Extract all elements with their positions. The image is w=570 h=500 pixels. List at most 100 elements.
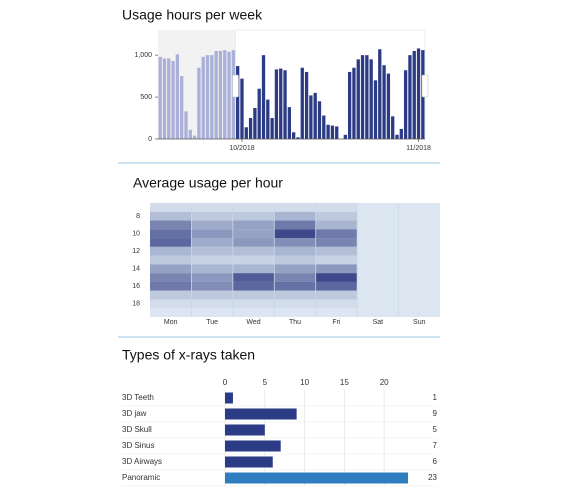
heatmap-cell <box>191 290 233 300</box>
bar <box>395 134 399 139</box>
bar <box>382 65 386 139</box>
heatmap-cell <box>191 308 233 317</box>
value-label: 5 <box>433 425 438 434</box>
bar <box>162 58 167 139</box>
bar <box>399 128 403 139</box>
bar <box>335 126 339 139</box>
bar <box>225 392 233 404</box>
heatmap-cell <box>232 273 275 282</box>
heatmap-cell <box>398 203 440 212</box>
heatmap-cell <box>357 264 399 274</box>
heatmap-cell <box>191 229 233 239</box>
bar <box>167 58 171 139</box>
y-tick-label: 500 <box>140 94 152 101</box>
heatmap-cell <box>191 281 233 291</box>
heatmap-cell <box>274 290 316 300</box>
bar <box>373 80 378 139</box>
bar <box>266 99 270 139</box>
heatmap-cell <box>315 211 358 221</box>
heatmap-cell <box>315 203 358 212</box>
bar <box>210 55 214 139</box>
heatmap-cell <box>315 246 358 256</box>
bar <box>347 71 352 139</box>
y-tick-label: 14 <box>132 266 140 273</box>
category-label: 3D jaw <box>122 409 147 418</box>
heatmap-cell <box>150 264 192 274</box>
heatmap-cell <box>191 238 233 247</box>
heatmap-cell <box>150 299 192 309</box>
bar <box>158 56 162 140</box>
y-tick-label: 10 <box>132 231 140 238</box>
value-label: 23 <box>428 473 437 482</box>
bar <box>300 67 304 139</box>
heatmap-cell <box>191 203 233 212</box>
bar <box>304 71 309 139</box>
value-label: 6 <box>433 457 438 466</box>
heatmap-cell <box>232 229 275 239</box>
x-tick-label: 11/2018 <box>406 145 431 152</box>
category-label: 3D Sinus <box>122 441 154 450</box>
x-tick-label: Sat <box>373 319 384 326</box>
bar <box>309 95 313 139</box>
heatmap-cell <box>232 238 275 247</box>
heatmap-cell <box>315 281 358 291</box>
y-tick-label: 16 <box>132 283 140 290</box>
heatmap-cell <box>150 238 192 247</box>
heatmap-cell <box>398 281 440 291</box>
heatmap-cell <box>191 273 233 282</box>
bar <box>270 118 274 139</box>
bar <box>274 69 279 139</box>
heatmap-cell <box>357 281 399 291</box>
heatmap-cell <box>274 308 316 317</box>
bar <box>188 129 192 139</box>
x-tick-label: Thu <box>289 319 301 326</box>
heatmap-cell <box>357 203 399 212</box>
y-tick-label: 18 <box>132 301 140 308</box>
heatmap-cell <box>274 273 316 282</box>
heatmap-cell <box>315 308 358 317</box>
heatmap-cell <box>357 211 399 221</box>
heatmap-cell <box>315 299 358 309</box>
y-tick-label: 1,000 <box>134 52 152 59</box>
heatmap-cell <box>150 273 192 282</box>
bar <box>360 55 365 139</box>
heatmap-cell <box>274 281 316 291</box>
y-tick-label: 12 <box>132 248 140 255</box>
heatmap-cell <box>357 273 399 282</box>
bar <box>214 50 218 139</box>
heatmap-cell <box>357 229 399 239</box>
bar <box>412 50 416 139</box>
bar <box>248 118 253 139</box>
bar <box>225 456 273 468</box>
heatmap-cell <box>315 229 358 239</box>
chart-title: Usage hours per week <box>122 7 263 23</box>
bar <box>408 55 412 139</box>
heatmap-cell <box>357 290 399 300</box>
x-tick-label: 15 <box>340 378 349 387</box>
bar <box>317 101 322 139</box>
category-label: 3D Skull <box>122 425 152 434</box>
heatmap-cell <box>191 246 233 256</box>
category-label: 3D Teeth <box>122 393 154 402</box>
bar <box>175 54 180 139</box>
x-tick-label: 5 <box>263 378 268 387</box>
bar <box>240 78 244 139</box>
bar <box>225 472 409 484</box>
heatmap-cell <box>150 220 192 230</box>
bar <box>296 137 300 139</box>
heatmap-cell <box>398 238 440 247</box>
heatmap-cell <box>315 238 358 247</box>
heatmap-cell <box>398 211 440 221</box>
heatmap-cell <box>315 255 358 265</box>
bar <box>171 61 175 140</box>
heatmap-cell <box>274 238 316 247</box>
bar <box>184 111 188 139</box>
heatmap-cell <box>398 229 440 239</box>
brush-handle <box>232 74 239 98</box>
bar <box>197 67 201 139</box>
bar <box>287 107 291 139</box>
bar <box>225 424 265 436</box>
heatmap-cell <box>398 246 440 256</box>
bar <box>223 50 227 139</box>
